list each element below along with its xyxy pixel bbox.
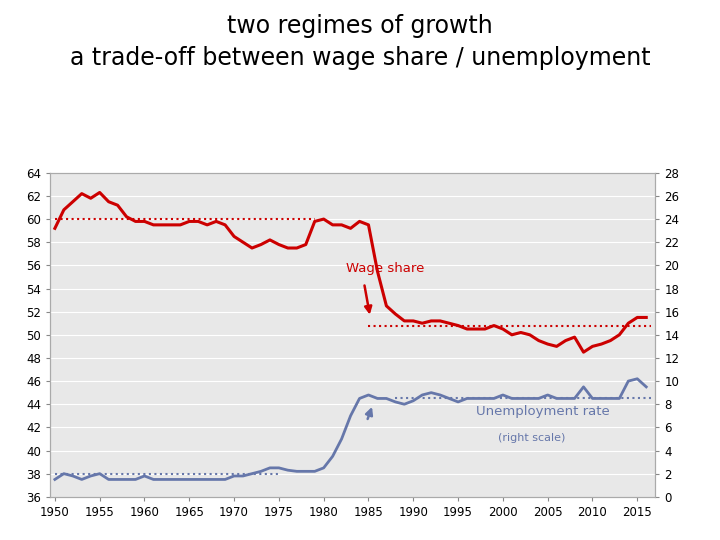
- Text: a trade-off between wage share / unemployment: a trade-off between wage share / unemplo…: [70, 46, 650, 70]
- Text: (right scale): (right scale): [498, 433, 566, 443]
- Text: Unemployment rate: Unemployment rate: [476, 405, 610, 418]
- Text: two regimes of growth: two regimes of growth: [227, 14, 493, 37]
- Text: Wage share: Wage share: [346, 261, 425, 275]
